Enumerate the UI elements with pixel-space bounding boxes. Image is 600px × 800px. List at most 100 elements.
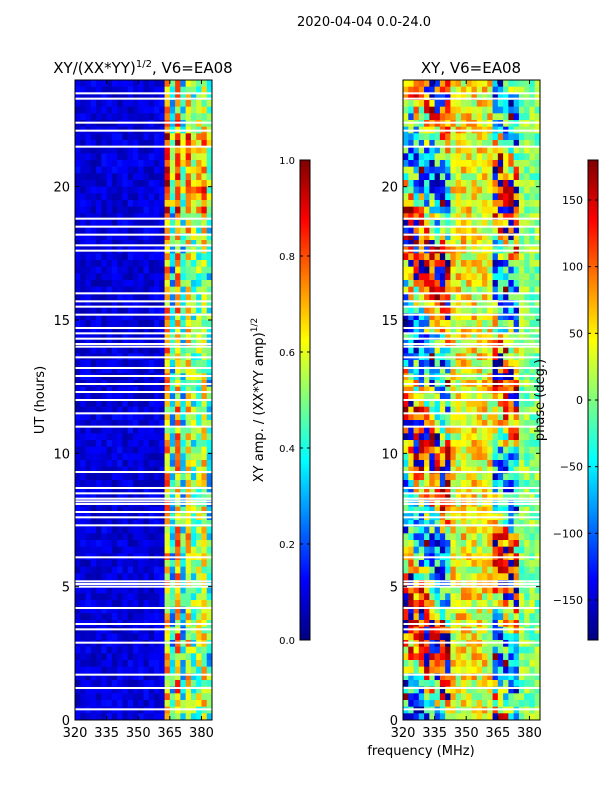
heatmap-cell bbox=[487, 173, 493, 181]
heatmap-cell bbox=[90, 193, 97, 201]
heatmap-cell bbox=[503, 480, 509, 488]
heatmap-cell bbox=[508, 193, 515, 201]
heatmap-cell bbox=[96, 700, 102, 708]
heatmap-cell bbox=[138, 686, 144, 694]
heatmap-cell bbox=[492, 200, 499, 208]
heatmap-cell bbox=[424, 320, 430, 328]
heatmap-cell bbox=[180, 520, 187, 528]
heatmap-cell bbox=[424, 280, 430, 288]
heatmap-cell bbox=[80, 440, 86, 448]
heatmap-cell bbox=[529, 506, 536, 514]
heatmap-cell bbox=[117, 533, 123, 541]
heatmap-cell bbox=[196, 273, 202, 281]
heatmap-cell bbox=[492, 573, 499, 581]
heatmap-cell bbox=[471, 586, 478, 594]
heatmap-cell bbox=[180, 613, 187, 621]
heatmap-cell bbox=[143, 593, 150, 601]
heatmap-cell bbox=[445, 673, 451, 681]
heatmap-cell bbox=[413, 193, 420, 201]
heatmap-cell bbox=[476, 240, 483, 248]
heatmap-cell bbox=[429, 613, 436, 621]
heatmap-cell bbox=[524, 86, 530, 94]
heatmap-cell bbox=[524, 666, 530, 674]
heatmap-cell bbox=[418, 346, 425, 354]
heatmap-cell bbox=[429, 306, 436, 314]
heatmap-cell bbox=[80, 360, 86, 368]
heatmap-cell bbox=[111, 546, 118, 554]
heatmap-cell bbox=[75, 266, 81, 274]
heatmap-cell bbox=[424, 186, 430, 194]
heatmap-cell bbox=[466, 426, 472, 434]
heatmap-cell bbox=[96, 240, 102, 248]
heatmap-cell bbox=[180, 653, 187, 661]
heatmap-cell bbox=[206, 186, 212, 194]
heatmap-cell bbox=[450, 80, 457, 88]
heatmap-cell bbox=[196, 673, 202, 681]
heatmap-cell bbox=[518, 253, 525, 261]
heatmap-cell bbox=[434, 533, 441, 541]
heatmap-cell bbox=[96, 360, 102, 368]
heatmap-cell bbox=[513, 346, 520, 354]
heatmap-cell bbox=[503, 140, 509, 148]
heatmap-cell bbox=[75, 520, 81, 528]
heatmap-cell bbox=[460, 226, 467, 234]
heatmap-cell bbox=[466, 386, 472, 394]
heatmap-cell bbox=[408, 586, 414, 594]
heatmap-cell bbox=[434, 280, 441, 288]
heatmap-cell bbox=[206, 446, 212, 454]
heatmap-cell bbox=[413, 433, 420, 441]
heatmap-cell bbox=[106, 80, 113, 88]
heatmap-cell bbox=[132, 386, 139, 394]
heatmap-cell bbox=[471, 166, 478, 174]
heatmap-cell bbox=[90, 460, 97, 468]
heatmap-cell bbox=[132, 593, 139, 601]
heatmap-cell bbox=[90, 360, 97, 368]
heatmap-cell bbox=[185, 713, 192, 720]
heatmap-cell bbox=[175, 680, 181, 688]
heatmap-cell bbox=[164, 113, 171, 121]
heatmap-cell bbox=[201, 413, 208, 421]
heatmap-cell bbox=[138, 493, 144, 501]
heatmap-cell bbox=[497, 440, 504, 448]
heatmap-cell bbox=[513, 140, 520, 148]
heatmap-cell bbox=[476, 433, 483, 441]
heatmap-cell bbox=[159, 406, 165, 414]
heatmap-cell bbox=[476, 680, 483, 688]
heatmap-cell bbox=[503, 386, 509, 394]
heatmap-cell bbox=[117, 240, 123, 248]
heatmap-cell bbox=[111, 153, 118, 161]
heatmap-cell bbox=[159, 320, 165, 328]
heatmap-cell bbox=[111, 293, 118, 301]
heatmap-cell bbox=[503, 493, 509, 501]
heatmap-cell bbox=[529, 673, 536, 681]
heatmap-cell bbox=[408, 473, 414, 481]
heatmap-cell bbox=[138, 213, 144, 221]
colorbar-tick-label: 0.0 bbox=[279, 636, 295, 647]
heatmap-cell bbox=[455, 140, 462, 148]
heatmap-cell bbox=[418, 473, 425, 481]
heatmap-cell bbox=[132, 493, 139, 501]
heatmap-cell bbox=[206, 360, 212, 368]
heatmap-cell bbox=[201, 573, 208, 581]
heatmap-cell bbox=[127, 420, 134, 428]
heatmap-cell bbox=[127, 146, 134, 154]
heatmap-cell bbox=[111, 433, 118, 441]
heatmap-cell bbox=[154, 180, 160, 188]
heatmap-cell bbox=[148, 540, 155, 548]
heatmap-cell bbox=[143, 146, 150, 154]
heatmap-cell bbox=[85, 393, 92, 401]
heatmap-cell bbox=[201, 333, 208, 341]
heatmap-cell bbox=[85, 360, 92, 368]
heatmap-cell bbox=[503, 660, 509, 668]
heatmap-cell bbox=[460, 146, 467, 154]
heatmap-cell bbox=[482, 273, 488, 281]
heatmap-cell bbox=[408, 346, 414, 354]
heatmap-cell bbox=[117, 633, 123, 641]
heatmap-cell bbox=[206, 426, 212, 434]
heatmap-cell bbox=[143, 560, 150, 568]
heatmap-cell bbox=[482, 593, 488, 601]
heatmap-cell bbox=[206, 506, 212, 514]
heatmap-cell bbox=[117, 266, 123, 274]
heatmap-cell bbox=[201, 433, 208, 441]
heatmap-cell bbox=[180, 280, 187, 288]
